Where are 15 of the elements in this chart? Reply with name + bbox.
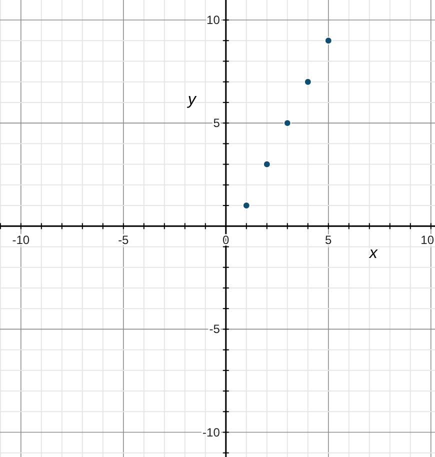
y-axis-title: y	[186, 92, 197, 109]
y-tick-label: 10	[206, 12, 220, 27]
x-axis-title: x	[368, 245, 378, 262]
x-tick-label: -10	[12, 233, 30, 248]
point	[283, 119, 292, 128]
x-tick-label: 10	[420, 233, 434, 248]
y-tick-label: -5	[209, 322, 220, 336]
point	[324, 36, 332, 45]
y-tick-label: -10	[202, 425, 220, 440]
x-tick-label: -5	[118, 233, 130, 248]
point	[262, 160, 271, 168]
x-tick-label: 5	[325, 233, 332, 248]
point	[304, 78, 312, 86]
y-tick-label: 5	[213, 116, 220, 130]
point	[242, 202, 250, 210]
